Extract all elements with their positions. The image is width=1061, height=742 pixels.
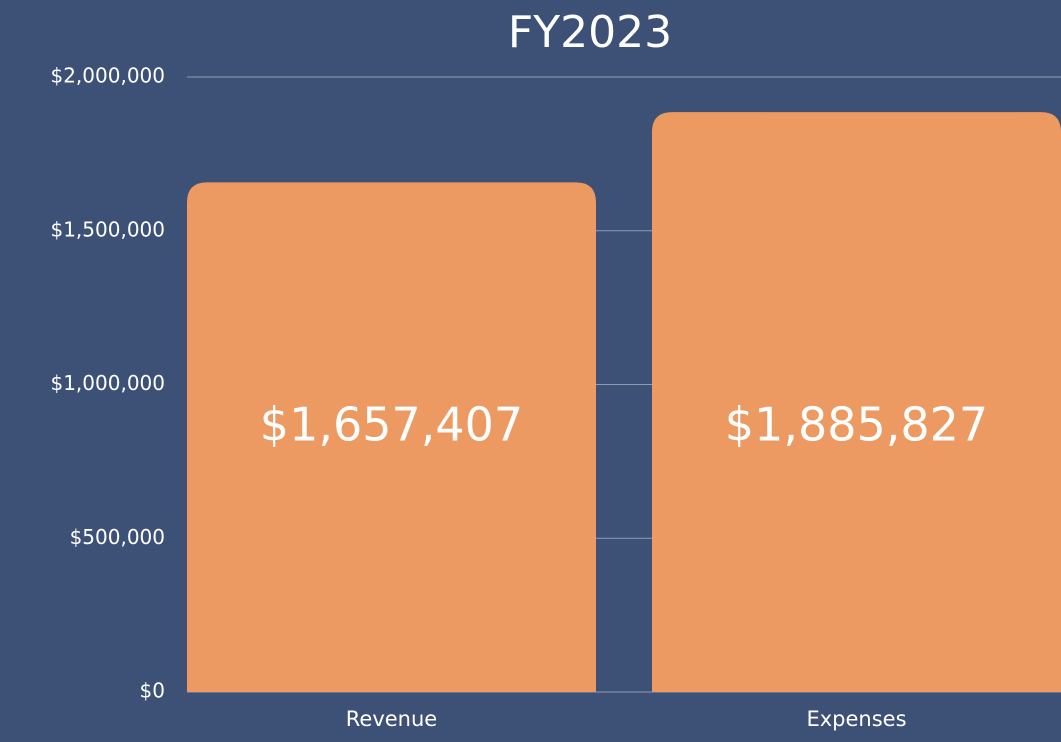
value-label: $1,657,407 <box>260 398 523 452</box>
y-tick-label: $2,000,000 <box>50 64 165 88</box>
value-label: $1,885,827 <box>725 398 988 452</box>
bar <box>187 182 596 692</box>
x-tick-label: Revenue <box>346 707 437 731</box>
y-tick-label: $1,000,000 <box>50 371 165 395</box>
y-tick-label: $500,000 <box>70 525 165 549</box>
y-tick-label: $0 <box>140 679 165 703</box>
y-tick-label: $1,500,000 <box>50 217 165 241</box>
x-tick-label: Expenses <box>806 707 906 731</box>
chart-title: FY2023 <box>508 7 672 58</box>
bar <box>652 112 1061 692</box>
